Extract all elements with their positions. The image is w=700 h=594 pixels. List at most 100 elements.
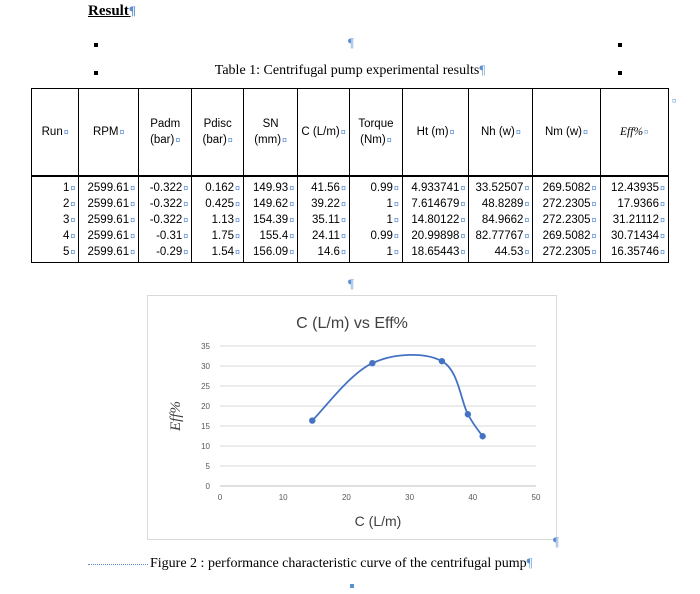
y-tick-label: 5 [206,462,211,471]
table-cell: 82.77767¤ [468,228,534,244]
dotted-leader [88,564,148,565]
cell-end-mark: ¤ [289,214,295,225]
cell-end-mark: ¤ [515,127,521,137]
cell-end-mark: ¤ [591,230,597,241]
table-cell: 2599.61¤ [78,212,140,228]
cell-end-mark: ¤ [235,214,241,225]
table-cell: 0.162¤ [191,175,245,196]
cell-end-mark: ¤ [175,135,181,145]
x-axis-label: C (L/m) [355,513,402,529]
table-cell: -0.322¤ [138,212,193,228]
table-cell: 269.5082¤ [532,175,601,196]
table-cell: 16.35746¤ [599,244,670,263]
cell-end-mark: ¤ [183,198,189,209]
table-cell: 0.99¤ [348,228,403,244]
list-bullet [618,71,622,75]
pilcrow-mark: ¶ [128,3,136,18]
cell-end-mark: ¤ [183,246,189,257]
table-cell: 4¤ [30,228,80,244]
cell-end-mark: ¤ [524,182,530,193]
cell-end-mark: ¤ [393,230,399,241]
paragraph-mark [350,584,354,588]
x-tick-label: 30 [405,493,414,502]
cell-end-mark: ¤ [70,198,76,209]
cell-end-mark: ¤ [591,182,597,193]
table-caption: Table 1: Centrifugal pump experimental r… [214,62,486,78]
table-cell: 44.53¤ [468,244,534,263]
cell-end-mark: ¤ [289,246,295,257]
pilcrow-mark: ¶ [479,62,486,77]
table-cell: 2599.61¤ [78,196,140,212]
cell-end-mark: ¤ [644,127,649,137]
table-cell: 2599.61¤ [78,244,140,263]
table-cell: 48.8289¤ [468,196,534,212]
cell-end-mark: ¤ [340,198,346,209]
row-end-mark: ¤ [672,96,677,106]
table-cell: 41.56¤ [297,175,350,196]
cell-end-mark: ¤ [70,246,76,257]
cell-end-mark: ¤ [289,230,295,241]
chart-title: C (L/m) vs Eff% [296,315,408,332]
x-tick-label: 0 [218,493,223,502]
x-tick-label: 20 [342,493,351,502]
table-cell: 1¤ [348,244,403,263]
y-tick-label: 25 [201,382,210,391]
pilcrow-mark: ¶ [553,534,559,549]
column-header: Pdisc (bar)¤ [191,88,245,177]
y-tick-label: 35 [201,342,210,351]
cell-end-mark: ¤ [659,246,665,257]
cell-end-mark: ¤ [591,246,597,257]
data-point [464,411,472,418]
cell-end-mark: ¤ [130,246,136,257]
cell-end-mark: ¤ [70,182,76,193]
cell-end-mark: ¤ [393,182,399,193]
table-cell: 1.75¤ [191,228,245,244]
cell-end-mark: ¤ [63,127,69,137]
cell-end-mark: ¤ [282,135,288,145]
cell-end-mark: ¤ [130,214,136,225]
column-header: Eff%¤ [599,88,670,177]
x-tick-labels: 0 10 20 30 40 50 [218,493,541,502]
figure-caption: Figure 2 : performance characteristic cu… [150,555,533,571]
column-header: Nh (w)¤ [468,88,534,177]
cell-end-mark: ¤ [340,214,346,225]
cell-end-mark: ¤ [524,198,530,209]
table-cell: 39.22¤ [297,196,350,212]
cell-end-mark: ¤ [183,214,189,225]
cell-end-mark: ¤ [460,246,466,257]
table-cell: 20.99898¤ [401,228,470,244]
table-cell: 4.933741¤ [401,175,470,196]
x-tick-label: 40 [468,493,477,502]
data-points [309,357,486,440]
table-cell: 149.62¤ [243,196,299,212]
table-cell: 24.11¤ [297,228,350,244]
data-point [309,417,316,424]
table-cell: 156.09¤ [243,244,299,263]
table-cell: 84.9662¤ [468,212,534,228]
table-cell: 14.80122¤ [401,212,470,228]
table-cell: 272.2305¤ [532,196,601,212]
cell-end-mark: ¤ [235,230,241,241]
list-bullet [94,43,98,47]
cell-end-mark: ¤ [340,246,346,257]
column-header: Ht (m)¤ [401,88,470,177]
cell-end-mark: ¤ [393,246,399,257]
table-cell: 7.614679¤ [401,196,470,212]
data-point [479,433,486,440]
table-cell: 1.13¤ [191,212,245,228]
cell-end-mark: ¤ [70,214,76,225]
table-cell: 0.425¤ [191,196,245,212]
cell-end-mark: ¤ [183,230,189,241]
table-cell: 0.99¤ [348,175,403,196]
series-line [311,353,484,437]
list-bullet [94,71,98,75]
cell-end-mark: ¤ [583,127,589,137]
cell-end-mark: ¤ [386,135,392,145]
cell-end-mark: ¤ [130,182,136,193]
table-cell: 35.11¤ [297,212,350,228]
data-point [438,357,446,365]
column-header: C (L/m)¤ [297,88,350,177]
table-cell: 2¤ [30,196,80,212]
table-cell: -0.29¤ [138,244,193,263]
table-cell: 14.6¤ [297,244,350,263]
